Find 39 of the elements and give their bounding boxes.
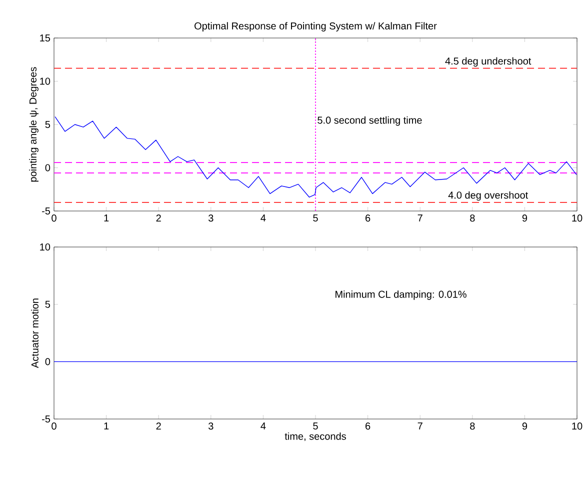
x-tick-label: 5 xyxy=(313,422,318,430)
annotation: Minimum CL damping: 0.01% xyxy=(336,290,466,300)
x-tick-label: 0 xyxy=(52,422,56,430)
x-tick-label: 7 xyxy=(418,422,422,430)
y-axis-title: pointing angle ψ, Degrees xyxy=(29,67,38,182)
x-tick-label: 3 xyxy=(208,422,214,430)
x-tick-label: 5 xyxy=(313,214,318,222)
ref-line-label: 4.5 deg undershoot xyxy=(445,57,532,67)
x-tick-label: 6 xyxy=(366,422,370,430)
x-tick-label: 0 xyxy=(52,214,56,222)
y-tick-label: 15 xyxy=(40,34,50,42)
x-tick-label: 4 xyxy=(260,214,266,222)
y-tick-label: -5 xyxy=(42,416,50,422)
x-tick-label: 1 xyxy=(104,214,109,222)
x-tick-label: 6 xyxy=(366,214,370,222)
y-tick-label: 5 xyxy=(45,300,50,308)
y-tick-label: 10 xyxy=(40,243,50,251)
x-tick-label: 3 xyxy=(208,214,214,222)
chart-title: Optimal Response of Pointing System w/ Kalman Filter xyxy=(194,22,437,32)
x-axis-title: time, seconds xyxy=(284,432,346,442)
x-tick-label: 9 xyxy=(522,214,528,222)
x-tick-label: 7 xyxy=(418,214,422,222)
y-tick-label: 5 xyxy=(45,121,50,128)
x-tick-label: 10 xyxy=(572,422,582,430)
y-tick-label: 10 xyxy=(40,78,50,85)
x-tick-label: 2 xyxy=(156,422,161,430)
x-tick-label: 2 xyxy=(156,214,161,222)
x-tick-label: 9 xyxy=(522,422,528,430)
x-tick-label: 10 xyxy=(572,214,582,222)
ref-line-label: 5.0 second settling time xyxy=(318,116,422,126)
x-tick-label: 8 xyxy=(470,422,475,430)
x-tick-label: 4 xyxy=(260,422,266,430)
x-tick-label: 1 xyxy=(104,422,109,430)
y-axis-title: Actuator motion xyxy=(31,298,38,368)
x-tick-label: 8 xyxy=(470,214,475,222)
y-tick-label: 0 xyxy=(45,358,50,366)
y-tick-label: -5 xyxy=(42,208,50,214)
ref-line-label: 4.0 deg overshoot xyxy=(448,191,528,201)
y-tick-label: 0 xyxy=(45,164,50,172)
